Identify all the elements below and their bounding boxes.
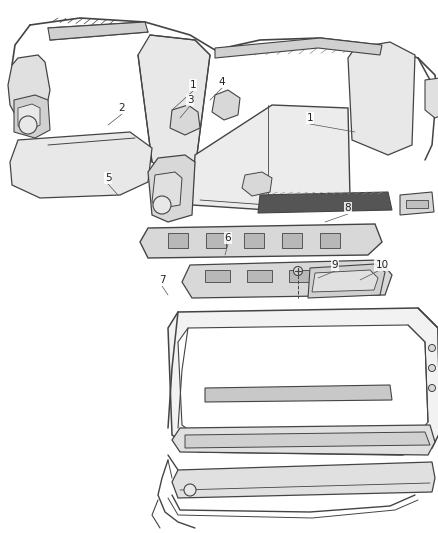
Text: 7: 7 xyxy=(159,275,165,285)
Polygon shape xyxy=(400,192,434,215)
Text: 8: 8 xyxy=(345,203,351,213)
Polygon shape xyxy=(312,270,378,292)
Text: 2: 2 xyxy=(119,103,125,113)
Polygon shape xyxy=(192,105,350,210)
Polygon shape xyxy=(172,462,435,498)
Polygon shape xyxy=(172,425,435,455)
Polygon shape xyxy=(406,200,428,208)
Text: 3: 3 xyxy=(187,95,193,105)
Polygon shape xyxy=(331,270,356,282)
Circle shape xyxy=(293,266,303,276)
Text: 9: 9 xyxy=(332,260,338,270)
Circle shape xyxy=(428,344,435,351)
Polygon shape xyxy=(10,132,152,198)
Polygon shape xyxy=(215,38,382,58)
Polygon shape xyxy=(348,42,415,155)
Text: 10: 10 xyxy=(375,260,389,270)
Circle shape xyxy=(19,116,37,134)
Polygon shape xyxy=(282,233,302,248)
Text: 4: 4 xyxy=(219,77,225,87)
Polygon shape xyxy=(140,224,382,258)
Text: 1: 1 xyxy=(190,80,196,90)
Polygon shape xyxy=(8,55,50,125)
Polygon shape xyxy=(308,264,385,298)
Polygon shape xyxy=(212,90,240,120)
Polygon shape xyxy=(138,35,210,178)
Text: 1: 1 xyxy=(307,113,313,123)
Polygon shape xyxy=(182,260,392,298)
Polygon shape xyxy=(170,105,200,135)
Text: 5: 5 xyxy=(105,173,111,183)
Polygon shape xyxy=(242,172,272,196)
Polygon shape xyxy=(425,78,438,118)
Polygon shape xyxy=(320,233,340,248)
Polygon shape xyxy=(18,104,40,130)
Polygon shape xyxy=(205,385,392,402)
Polygon shape xyxy=(152,172,182,208)
Polygon shape xyxy=(168,233,188,248)
Circle shape xyxy=(428,365,435,372)
Polygon shape xyxy=(148,155,195,222)
Circle shape xyxy=(184,484,196,496)
Polygon shape xyxy=(14,95,50,138)
Polygon shape xyxy=(185,432,430,448)
Polygon shape xyxy=(289,270,314,282)
Polygon shape xyxy=(258,192,392,213)
Polygon shape xyxy=(48,22,148,40)
Polygon shape xyxy=(247,270,272,282)
Polygon shape xyxy=(244,233,264,248)
Polygon shape xyxy=(168,308,438,455)
Text: 6: 6 xyxy=(225,233,231,243)
Circle shape xyxy=(153,196,171,214)
Polygon shape xyxy=(206,233,226,248)
Circle shape xyxy=(428,384,435,392)
Polygon shape xyxy=(205,270,230,282)
Polygon shape xyxy=(178,325,428,442)
